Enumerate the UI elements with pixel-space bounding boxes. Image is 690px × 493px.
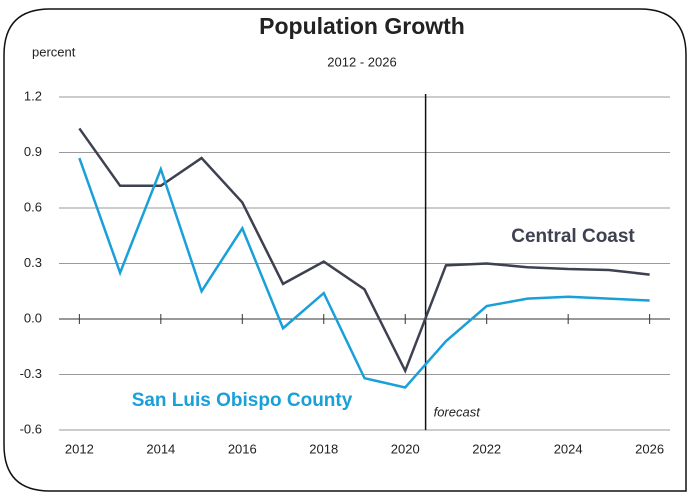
y-tick-label: 0.6 — [24, 199, 42, 214]
y-tick-label: 0.3 — [24, 255, 42, 270]
series-label: San Luis Obispo County — [132, 390, 353, 411]
y-tick-label: 1.2 — [24, 88, 42, 103]
y-tick-label: 0.9 — [24, 144, 42, 159]
x-tick-label: 2026 — [635, 441, 664, 456]
series-label: Central Coast — [511, 226, 635, 247]
x-tick-label: 2012 — [65, 441, 94, 456]
chart-subtitle: 2012 - 2026 — [327, 54, 396, 69]
x-tick-label: 2022 — [472, 441, 501, 456]
x-tick-label: 2018 — [309, 441, 338, 456]
x-tick-label: 2014 — [146, 441, 175, 456]
x-tick-label: 2016 — [228, 441, 257, 456]
x-tick-label: 2024 — [554, 441, 583, 456]
frame — [3, 8, 687, 492]
series-line — [78, 127, 650, 374]
y-axis-label: percent — [32, 44, 76, 59]
chart-title: Population Growth — [259, 13, 465, 39]
y-tick-label: 0.0 — [24, 310, 42, 325]
forecast-annotation: forecast — [434, 404, 482, 419]
y-tick-label: -0.6 — [20, 421, 42, 436]
x-tick-label: 2020 — [391, 441, 420, 456]
series-line — [78, 157, 650, 389]
y-tick-label: -0.3 — [20, 366, 42, 381]
